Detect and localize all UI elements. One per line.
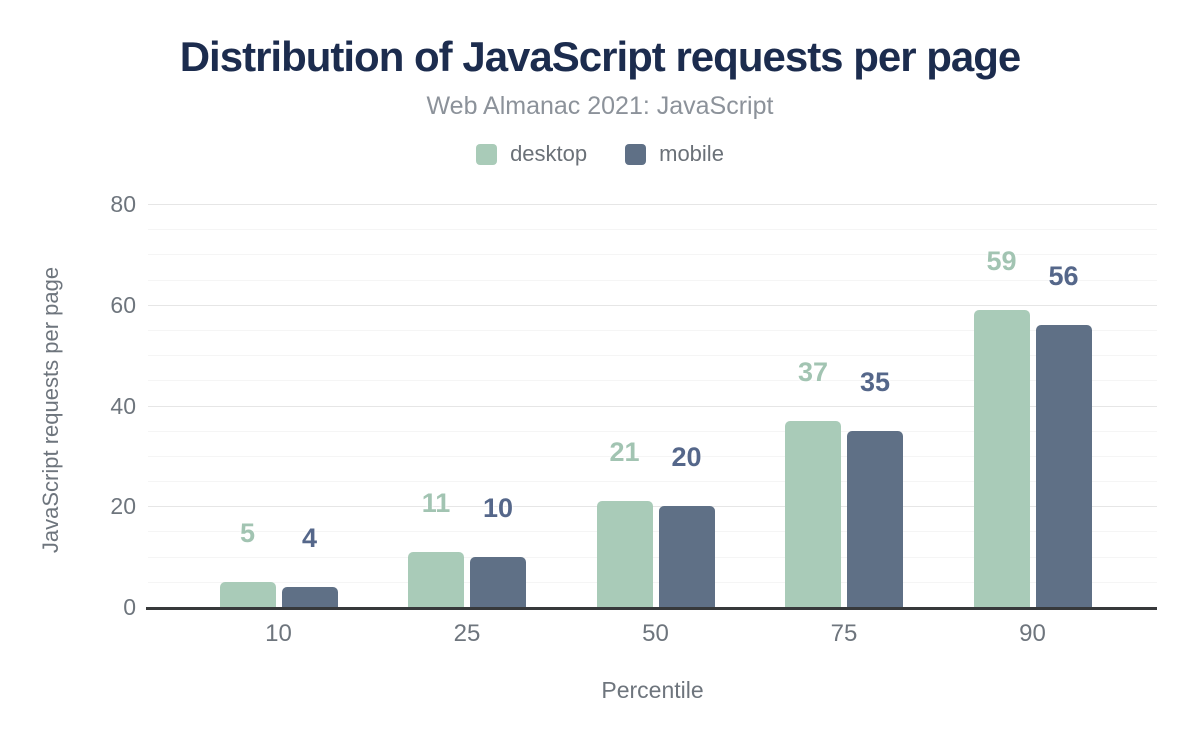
gridline-minor xyxy=(148,254,1157,256)
chart-title: Distribution of JavaScript requests per … xyxy=(179,33,1022,80)
gridline-major xyxy=(148,304,1157,306)
legend-item-desktop[interactable]: desktop xyxy=(476,141,587,167)
x-axis-line xyxy=(146,607,1157,610)
legend-label-desktop: desktop xyxy=(510,141,588,166)
value-label-desktop-p75: 37 xyxy=(797,356,829,387)
x-axis-tick-label: 75 xyxy=(830,620,858,647)
x-axis-title: Percentile xyxy=(601,677,704,703)
gridline-minor xyxy=(148,581,1157,583)
x-axis-tick-label: 25 xyxy=(453,620,481,647)
gridline-minor xyxy=(148,279,1157,281)
gridline-minor xyxy=(148,531,1157,533)
legend: desktop mobile xyxy=(0,141,1200,167)
gridline-major xyxy=(148,405,1157,407)
gridline-minor xyxy=(148,329,1157,331)
y-axis-tick-label: 60 xyxy=(110,291,136,318)
gridline-minor xyxy=(148,355,1157,357)
y-axis-tick-label: 40 xyxy=(110,392,136,419)
x-axis-tick-label: 50 xyxy=(642,620,669,647)
bar-desktop-p75[interactable] xyxy=(785,420,841,607)
value-label-mobile-p90: 56 xyxy=(1048,260,1079,291)
value-label-mobile-p10: 4 xyxy=(301,522,318,553)
x-axis-tick-label: 90 xyxy=(1019,620,1046,647)
legend-item-mobile[interactable]: mobile xyxy=(625,141,724,167)
y-axis-tick-label: 20 xyxy=(110,493,136,520)
gridline-major xyxy=(148,506,1157,508)
legend-label-mobile: mobile xyxy=(659,141,724,166)
value-label-desktop-p90: 59 xyxy=(986,245,1017,276)
gridline-minor xyxy=(148,556,1157,558)
bar-mobile-p25[interactable] xyxy=(470,556,526,607)
legend-swatch-mobile xyxy=(625,143,647,165)
bar-desktop-p50[interactable] xyxy=(596,501,653,607)
value-label-desktop-p25: 11 xyxy=(421,487,451,518)
bar-desktop-p10[interactable] xyxy=(219,581,276,607)
gridline-minor xyxy=(148,481,1157,483)
gridline-minor xyxy=(148,229,1157,231)
value-label-mobile-p50: 20 xyxy=(671,442,702,473)
bar-mobile-p90[interactable] xyxy=(1035,324,1092,607)
bar-desktop-p90[interactable] xyxy=(973,309,1030,607)
value-label-mobile-p25: 10 xyxy=(482,492,514,523)
gridline-minor xyxy=(148,380,1157,382)
value-label-desktop-p10: 5 xyxy=(239,517,256,548)
bar-mobile-p75[interactable] xyxy=(847,430,903,607)
bar-mobile-p10[interactable] xyxy=(281,586,338,607)
value-label-desktop-p50: 21 xyxy=(609,437,640,468)
legend-swatch-desktop xyxy=(476,143,498,165)
gridline-minor xyxy=(148,455,1157,457)
bar-desktop-p25[interactable] xyxy=(408,551,464,607)
gridline-minor xyxy=(148,430,1157,432)
y-axis-tick-label: 0 xyxy=(123,594,136,620)
bar-mobile-p50[interactable] xyxy=(658,506,715,607)
x-axis-tick-label: 10 xyxy=(265,620,292,647)
chart-subtitle: Web Almanac 2021: JavaScript xyxy=(426,92,774,120)
y-axis-tick-label: 80 xyxy=(110,191,136,217)
value-label-mobile-p75: 35 xyxy=(859,366,891,397)
gridline-major xyxy=(148,204,1157,205)
